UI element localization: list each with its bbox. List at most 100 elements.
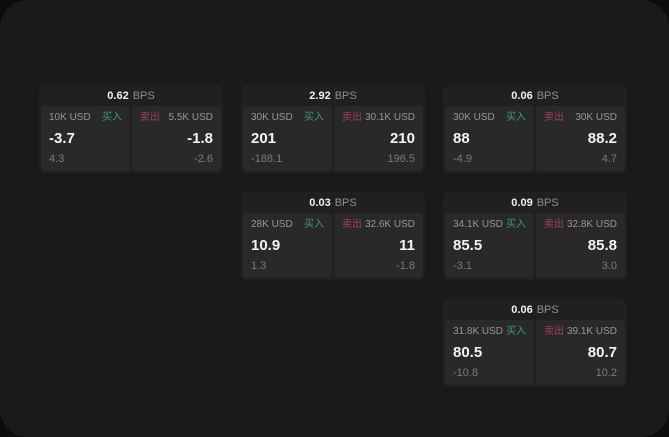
sell-price-tile[interactable]: 卖出 30K USD 88.2 4.7: [536, 106, 625, 171]
sell-sub-value: 4.7: [601, 153, 617, 165]
buy-price-value: 88: [453, 129, 470, 147]
card-bps-header: 0.09 BPS: [445, 194, 625, 213]
buy-size-label: 31.8K USD: [453, 326, 504, 337]
quote-card: 0.09 BPS 34.1K USD 买入 85.5 -3.1 卖出 32.8K …: [443, 192, 627, 280]
buy-sub-value: -3.1: [453, 260, 472, 272]
buy-size-label: 30K USD: [251, 112, 293, 123]
quote-cards-grid: 0.62 BPS 10K USD 买入 -3.7 4.3 卖出 5.5K USD …: [39, 85, 627, 387]
sell-price-value: 85.8: [587, 236, 617, 254]
buy-price-value: 85.5: [453, 236, 483, 254]
card-body: 30K USD 买入 201 -188.1 卖出 30.1K USD 210 1…: [243, 106, 423, 171]
sell-size-label: 30.1K USD: [364, 112, 415, 123]
quote-card: 0.06 BPS 31.8K USD 买入 80.5 -10.8 卖出 39.1K…: [443, 299, 627, 387]
sell-size-label: 32.6K USD: [364, 219, 415, 230]
card-body: 30K USD 买入 88 -4.9 卖出 30K USD 88.2 4.7: [445, 106, 625, 171]
buy-side-label: 买入: [506, 112, 526, 123]
bps-unit-label: BPS: [334, 197, 357, 209]
bps-unit-label: BPS: [334, 90, 357, 102]
sell-tile-header: 卖出 39.1K USD: [544, 326, 617, 338]
sell-price-tile[interactable]: 卖出 39.1K USD 80.7 10.2: [536, 320, 625, 385]
sell-price-value: 88.2: [587, 129, 617, 147]
sell-price-tile[interactable]: 卖出 5.5K USD -1.8 -2.6: [132, 106, 221, 171]
sell-price-value: 210: [389, 129, 415, 147]
buy-sub-value: 1.3: [251, 260, 267, 272]
sell-size-label: 39.1K USD: [566, 326, 617, 337]
buy-tile-header: 31.8K USD 买入: [453, 326, 526, 338]
sell-side-label: 卖出: [342, 112, 362, 123]
buy-tile-header: 34.1K USD 买入: [453, 219, 526, 231]
buy-price-tile[interactable]: 31.8K USD 买入 80.5 -10.8: [445, 320, 534, 385]
sell-price-value: 11: [399, 236, 415, 254]
buy-side-label: 买入: [304, 219, 324, 230]
buy-price-tile[interactable]: 10K USD 买入 -3.7 4.3: [41, 106, 130, 171]
bps-value: 2.92: [309, 90, 331, 102]
card-body: 10K USD 买入 -3.7 4.3 卖出 5.5K USD -1.8 -2.…: [41, 106, 221, 171]
buy-price-tile[interactable]: 30K USD 买入 88 -4.9: [445, 106, 534, 171]
buy-tile-header: 30K USD 买入: [453, 112, 526, 124]
sell-price-value: -1.8: [187, 129, 213, 147]
sell-sub-value: 196.5: [387, 153, 415, 165]
bps-value: 0.06: [511, 90, 533, 102]
buy-price-tile[interactable]: 34.1K USD 买入 85.5 -3.1: [445, 213, 534, 278]
buy-price-value: 80.5: [453, 343, 483, 361]
buy-side-label: 买入: [102, 112, 122, 123]
sell-side-label: 卖出: [140, 112, 160, 123]
card-bps-header: 0.06 BPS: [445, 301, 625, 320]
card-bps-header: 0.62 BPS: [41, 87, 221, 106]
buy-sub-value: -10.8: [453, 367, 479, 379]
buy-price-value: 201: [251, 129, 277, 147]
sell-side-label: 卖出: [544, 112, 564, 123]
buy-size-label: 10K USD: [49, 112, 91, 123]
buy-size-label: 30K USD: [453, 112, 495, 123]
buy-price-value: -3.7: [49, 129, 75, 147]
buy-sub-value: -188.1: [251, 153, 283, 165]
buy-tile-header: 30K USD 买入: [251, 112, 324, 124]
buy-side-label: 买入: [304, 112, 324, 123]
sell-sub-value: 3.0: [601, 260, 617, 272]
bps-value: 0.62: [107, 90, 129, 102]
sell-side-label: 卖出: [342, 219, 362, 230]
buy-price-value: 10.9: [251, 236, 281, 254]
card-body: 28K USD 买入 10.9 1.3 卖出 32.6K USD 11 -1.8: [243, 213, 423, 278]
buy-tile-header: 28K USD 买入: [251, 219, 324, 231]
bps-unit-label: BPS: [536, 304, 559, 316]
bps-unit-label: BPS: [536, 197, 559, 209]
sell-size-label: 5.5K USD: [168, 112, 213, 123]
sell-side-label: 卖出: [544, 219, 564, 230]
sell-price-tile[interactable]: 卖出 32.8K USD 85.8 3.0: [536, 213, 625, 278]
sell-size-label: 30K USD: [575, 112, 617, 123]
bps-unit-label: BPS: [536, 90, 559, 102]
buy-tile-header: 10K USD 买入: [49, 112, 122, 124]
sell-tile-header: 卖出 32.8K USD: [544, 219, 617, 231]
bps-value: 0.03: [309, 197, 331, 209]
sell-tile-header: 卖出 30K USD: [544, 112, 617, 124]
buy-price-tile[interactable]: 28K USD 买入 10.9 1.3: [243, 213, 332, 278]
bps-unit-label: BPS: [132, 90, 155, 102]
sell-price-tile[interactable]: 卖出 32.6K USD 11 -1.8: [334, 213, 423, 278]
buy-side-label: 买入: [506, 326, 526, 337]
sell-sub-value: -2.6: [194, 153, 213, 165]
sell-price-tile[interactable]: 卖出 30.1K USD 210 196.5: [334, 106, 423, 171]
sell-tile-header: 卖出 30.1K USD: [342, 112, 415, 124]
card-body: 34.1K USD 买入 85.5 -3.1 卖出 32.8K USD 85.8…: [445, 213, 625, 278]
sell-tile-header: 卖出 5.5K USD: [140, 112, 213, 124]
card-bps-header: 2.92 BPS: [243, 87, 423, 106]
sell-sub-value: 10.2: [595, 367, 617, 379]
card-bps-header: 0.03 BPS: [243, 194, 423, 213]
bps-value: 0.06: [511, 304, 533, 316]
card-body: 31.8K USD 买入 80.5 -10.8 卖出 39.1K USD 80.…: [445, 320, 625, 385]
buy-side-label: 买入: [506, 219, 526, 230]
sell-price-value: 80.7: [587, 343, 617, 361]
buy-sub-value: -4.9: [453, 153, 472, 165]
buy-size-label: 28K USD: [251, 219, 293, 230]
buy-sub-value: 4.3: [49, 153, 65, 165]
buy-price-tile[interactable]: 30K USD 买入 201 -188.1: [243, 106, 332, 171]
quote-card: 2.92 BPS 30K USD 买入 201 -188.1 卖出 30.1K U…: [241, 85, 425, 173]
quote-card: 0.06 BPS 30K USD 买入 88 -4.9 卖出 30K USD 88…: [443, 85, 627, 173]
quote-card: 0.03 BPS 28K USD 买入 10.9 1.3 卖出 32.6K USD…: [241, 192, 425, 280]
card-bps-header: 0.06 BPS: [445, 87, 625, 106]
bps-value: 0.09: [511, 197, 533, 209]
sell-size-label: 32.8K USD: [566, 219, 617, 230]
buy-size-label: 34.1K USD: [453, 219, 504, 230]
